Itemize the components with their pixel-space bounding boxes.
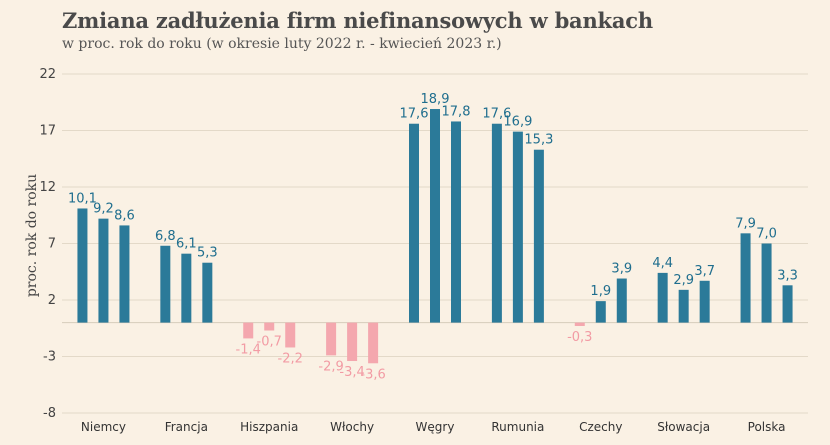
bar [595,301,606,323]
x-tick-label: Węgry [416,420,455,434]
data-label: 15,3 [524,133,553,148]
bar [782,285,793,323]
bar [574,322,585,326]
data-label: 8,6 [114,208,135,223]
data-label: 6,8 [155,229,176,244]
bar [119,225,130,323]
bar [491,123,502,323]
data-label: 3,3 [777,268,798,283]
y-axis-label: proc. rok do roku [24,174,40,297]
bar [264,322,275,331]
y-tick-label: 22 [39,67,56,82]
chart-title: Zmiana zadłużenia firm niefinansowych w … [62,8,653,33]
data-label: -1,4 [236,342,261,357]
chart-subtitle: w proc. rok do roku (w okresie luty 2022… [62,36,502,52]
data-label: 17,6 [400,107,429,122]
bar [77,208,88,323]
x-tick-label: Włochy [330,420,374,434]
x-tick-label: Hiszpania [240,420,298,434]
data-label: -0,3 [567,330,592,345]
y-tick-label: -3 [43,350,56,365]
data-label: 3,9 [611,262,632,277]
x-tick-label: Niemcy [81,420,126,434]
data-label: 17,8 [442,104,471,119]
bar [451,121,461,323]
bar [347,322,358,362]
bar [678,289,689,323]
data-label: 7,9 [735,216,756,231]
bar [740,233,751,323]
data-label: 18,9 [421,92,450,107]
data-label: -3,6 [360,367,385,382]
data-label: -3,4 [339,365,364,380]
bar [326,322,337,356]
bar [285,322,296,348]
data-label: -0,7 [257,335,282,350]
bar [181,253,192,323]
y-axis-ticks: 22 17 12 7 2 -3 -8 [39,67,56,421]
data-label: 7,0 [756,227,777,242]
bar [202,262,213,323]
x-axis-ticks: Niemcy Francja Hiszpania Włochy Węgry Rumunia… [81,420,786,434]
y-tick-label: 17 [39,124,56,139]
data-labels: 10,19,2 8,66,86,15,3-1,4-0,7-2,2-2,9-3,4-… [68,92,798,382]
y-tick-label: 2 [48,293,56,308]
data-label: 1,9 [590,284,611,299]
data-label: -2,9 [318,359,343,374]
bar [430,109,440,323]
bar [98,218,109,323]
bar [699,280,710,323]
data-label: 4,4 [652,256,673,271]
data-label: 5,3 [197,246,218,261]
bar [657,272,668,323]
bar [533,149,544,323]
y-tick-label: -8 [43,406,56,421]
y-tick-label: 7 [48,237,56,252]
data-label: 3,7 [694,264,715,279]
x-tick-label: Słowacja [657,420,710,434]
x-tick-label: Rumunia [491,420,544,434]
bar [368,322,379,364]
bar [616,278,627,323]
bars [77,109,793,364]
bar [243,322,254,339]
data-label: 6,1 [176,237,197,252]
bar [761,243,772,323]
bar [512,131,523,323]
data-label: -2,2 [278,351,303,366]
data-label: 2,9 [673,273,694,288]
data-label: 16,9 [503,115,532,130]
data-label: 9,2 [93,202,114,217]
x-tick-label: Polska [748,420,786,434]
y-tick-label: 12 [39,180,56,195]
bar [160,245,171,323]
x-tick-label: Czechy [579,420,622,434]
x-tick-label: Francja [165,420,208,434]
data-label: 10,1 [68,191,97,206]
data-label: 17,6 [482,107,511,122]
bar [409,123,419,323]
